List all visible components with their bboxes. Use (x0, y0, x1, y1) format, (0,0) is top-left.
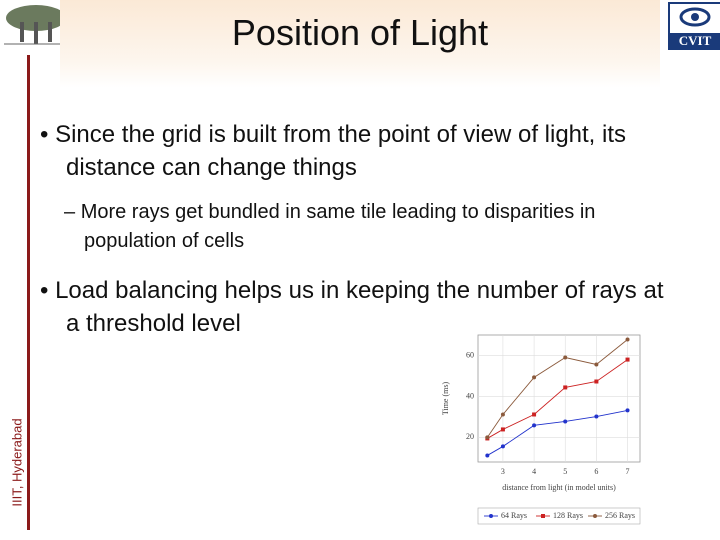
x-tick-label: 7 (626, 467, 630, 476)
legend-marker (593, 514, 597, 518)
bullet: • Since the grid is built from the point… (40, 121, 627, 181)
y-tick-label: 40 (466, 391, 474, 400)
accent-bar (27, 55, 30, 530)
x-tick-label: 4 (532, 467, 536, 476)
y-axis-label: Time (ms) (441, 382, 450, 416)
cvit-logo: CVIT (668, 2, 720, 50)
legend-label: 128 Rays (553, 511, 583, 520)
point (485, 453, 490, 458)
series-line (487, 409, 628, 456)
point (563, 385, 568, 390)
point (625, 337, 630, 342)
bullet-text: Since the grid is built from the point o… (55, 121, 627, 181)
series-line (486, 339, 628, 438)
point (532, 423, 537, 428)
y-tick-label: 60 (466, 350, 474, 359)
x-axis-label: distance from light (in model units) (502, 483, 616, 492)
bullet-text: Load balancing helps us in keeping the n… (55, 277, 664, 337)
point (532, 412, 537, 417)
bullet: • Load balancing helps us in keeping the… (40, 277, 664, 337)
x-tick-label: 6 (594, 467, 598, 476)
point (500, 412, 505, 417)
legend-box (477, 507, 641, 525)
point (625, 357, 630, 362)
series-line (487, 359, 628, 439)
point (500, 427, 505, 432)
logo-text: CVIT (670, 33, 720, 49)
content: • Since the grid is built from the point… (40, 118, 680, 340)
point (532, 375, 537, 380)
point (594, 379, 599, 384)
legend-marker (541, 514, 545, 518)
legend-label: 256 Rays (605, 511, 635, 520)
point (485, 435, 490, 440)
x-tick-label: 5 (563, 467, 567, 476)
point (563, 355, 568, 360)
sub-bullet: – More rays get bundled in same tile lea… (64, 201, 596, 252)
y-tick-label: 20 (466, 432, 474, 441)
slide-title: Position of Light (60, 0, 660, 88)
legend-label: 64 Rays (501, 511, 527, 520)
legend-marker (489, 514, 493, 518)
x-tick-label: 3 (501, 467, 505, 476)
point (594, 362, 599, 367)
point (500, 444, 505, 449)
sub-bullet-text: More rays get bundled in same tile leadi… (80, 201, 596, 252)
tree-logo (0, 0, 72, 48)
plot-frame (477, 334, 641, 463)
point (563, 419, 568, 424)
point (625, 408, 630, 413)
point (594, 414, 599, 419)
